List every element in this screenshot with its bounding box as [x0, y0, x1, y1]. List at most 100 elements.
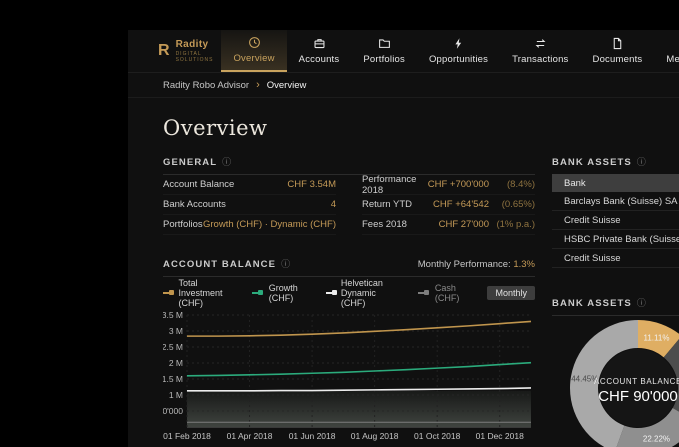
bank-assets-list-header: BANK ASSETS ⓘ	[552, 155, 679, 169]
breadcrumb: Radity Robo Advisor › Overview	[128, 73, 679, 98]
briefcase-icon	[313, 37, 326, 50]
nav-item-accounts[interactable]: Accounts	[287, 30, 352, 72]
svg-text:3.5 M: 3.5 M	[163, 310, 183, 320]
brand-name: Radity	[175, 39, 209, 50]
bank-assets-donut-chart[interactable]: 11.11% 22.22% 44.45% ACCOUNT BALANCE CHF 90'…	[538, 288, 679, 447]
legend-label: Cash (CHF)	[434, 283, 460, 303]
general-row-label: Bank Accounts	[163, 199, 226, 210]
legend-item[interactable]: Helvetican Dynamic (CHF)	[326, 278, 396, 308]
general-title: GENERAL	[163, 156, 218, 168]
info-icon[interactable]: ⓘ	[636, 156, 646, 167]
general-row-value: 4	[330, 199, 336, 210]
legend-marker-icon	[417, 290, 429, 295]
svg-text:22.22%: 22.22%	[643, 435, 670, 444]
nav-items: Overview Accounts Portfolios Opportunities T…	[221, 30, 679, 72]
nav-item-messages[interactable]: Messages	[654, 30, 679, 72]
clock-icon	[248, 36, 261, 49]
breadcrumb-current: Overview	[266, 79, 307, 91]
legend-item[interactable]: Cash (CHF)	[417, 283, 466, 303]
svg-text:01 Apr 2018: 01 Apr 2018	[227, 431, 273, 441]
nav-item-label: Messages	[666, 54, 679, 65]
bank-assets-table: Bank Barclays Bank (Suisse) SA Credit Sui…	[552, 174, 679, 268]
nav-item-label: Opportunities	[428, 54, 489, 65]
bank-list-item[interactable]: Credit Suisse	[552, 211, 679, 230]
nav-item-label: Transactions	[512, 54, 569, 65]
svg-text:1.5 M: 1.5 M	[163, 374, 183, 384]
general-row: Account Balance CHF 3.54M	[163, 175, 336, 195]
legend-marker-icon	[326, 290, 337, 295]
top-navigation: R Radity DIGITAL SOLUTIONS Overview Accou…	[128, 30, 679, 73]
legend-item[interactable]: Growth (CHF)	[252, 283, 304, 303]
general-row-value: CHF +64'542	[433, 199, 489, 210]
info-icon[interactable]: ⓘ	[281, 258, 291, 269]
file-icon	[611, 37, 624, 50]
general-row-value: CHF +700'000	[427, 179, 489, 190]
legend-label: Helvetican Dynamic (CHF)	[340, 278, 383, 308]
sidebar-column: BANK ASSETS ⓘ Bank Barclays Bank (Suisse…	[552, 155, 679, 447]
nav-item-label: Accounts	[298, 54, 340, 65]
breadcrumb-root[interactable]: Radity Robo Advisor	[163, 79, 250, 91]
svg-text:01 Jun 2018: 01 Jun 2018	[289, 431, 336, 441]
nav-item-overview[interactable]: Overview	[221, 30, 287, 72]
bank-list-item[interactable]: Barclays Bank (Suisse) SA	[552, 192, 679, 211]
monthly-performance: Monthly Performance: 1.3%	[417, 258, 535, 270]
svg-text:11.11%: 11.11%	[643, 333, 669, 342]
brand-tagline: DIGITAL SOLUTIONS	[175, 51, 214, 63]
bank-assets-chart-header: BANK ASSETS ⓘ	[552, 296, 679, 310]
bank-list-item[interactable]: HSBC Private Bank (Suisse) SA	[552, 230, 679, 249]
general-row: Bank Accounts 4	[163, 195, 336, 215]
info-icon[interactable]: ⓘ	[636, 297, 646, 308]
bolt-icon	[452, 37, 465, 50]
bank-column-header[interactable]: Bank	[552, 174, 679, 192]
general-row-label: Performance 2018	[362, 173, 417, 196]
legend-item[interactable]: Total Investment (CHF)	[163, 278, 230, 308]
nav-item-transactions[interactable]: Transactions	[500, 30, 580, 72]
info-icon[interactable]: ⓘ	[222, 156, 232, 167]
svg-text:3 M: 3 M	[169, 326, 183, 336]
general-row-label: Portfolios	[163, 219, 203, 230]
general-row-label: Fees 2018	[362, 219, 407, 230]
svg-text:01 Feb 2018: 01 Feb 2018	[163, 431, 211, 441]
svg-text:01 Oct 2018: 01 Oct 2018	[414, 431, 461, 441]
main-column: GENERAL ⓘ Account Balance CHF 3.54M Bank A…	[153, 155, 535, 447]
monthly-performance-value: 1.3%	[513, 258, 535, 270]
svg-text:500'000: 500'000	[163, 406, 183, 416]
svg-text:1 M: 1 M	[169, 390, 183, 400]
nav-item-label: Portfolios	[363, 54, 405, 65]
svg-text:44.45%: 44.45%	[571, 375, 598, 384]
bank-assets-title: BANK ASSETS	[552, 156, 632, 168]
general-left-column: Account Balance CHF 3.54M Bank Accounts 4 Po…	[163, 175, 336, 235]
account-balance-chart[interactable]: 3.5 M 3 M 2.5 M 2 M 1.5 M 1 M 500'000 01 Feb 20…	[153, 307, 535, 447]
app-window: R Radity DIGITAL SOLUTIONS Overview Accou…	[128, 30, 679, 447]
general-row-label: Account Balance	[163, 179, 235, 190]
range-monthly-button[interactable]: Monthly	[487, 286, 535, 300]
nav-item-opportunities[interactable]: Opportunities	[417, 30, 500, 72]
nav-item-label: Documents	[592, 54, 643, 65]
general-row-percent: (1% p.a.)	[496, 219, 535, 230]
legend-marker-icon	[252, 290, 263, 295]
radity-logo-icon: R	[158, 42, 170, 59]
general-row: Portfolios Growth (CHF) · Dynamic (CHF)	[163, 215, 336, 235]
chevron-right-icon: ›	[256, 78, 260, 91]
nav-item-documents[interactable]: Documents	[581, 30, 655, 72]
general-row-label: Return YTD	[362, 199, 412, 210]
nav-item-portfolios[interactable]: Portfolios	[351, 30, 417, 72]
divider	[163, 174, 535, 175]
general-row-percent: (0.65%)	[501, 199, 535, 210]
general-row-value: CHF 27'000	[438, 219, 489, 230]
divider	[552, 315, 679, 316]
bank-assets-title: BANK ASSETS	[552, 297, 632, 309]
general-row-value: Growth (CHF) · Dynamic (CHF)	[203, 219, 336, 230]
page-title: Overview	[163, 116, 268, 140]
general-right-column: Performance 2018 CHF +700'000 (8.4%) Return…	[362, 173, 535, 235]
legend-label: Growth (CHF)	[268, 283, 298, 303]
svg-text:01 Dec 2018: 01 Dec 2018	[476, 431, 524, 441]
account-balance-section-header: ACCOUNT BALANCE ⓘ Monthly Performance: 1…	[163, 257, 535, 271]
general-row-value: CHF 3.54M	[287, 179, 336, 190]
general-row-percent: (8.4%)	[507, 179, 535, 190]
brand-logo[interactable]: R Radity DIGITAL SOLUTIONS	[128, 30, 213, 72]
bank-list-item[interactable]: Credit Suisse	[552, 249, 679, 268]
svg-text:2 M: 2 M	[169, 358, 183, 368]
swap-icon	[534, 37, 547, 50]
folder-icon	[378, 37, 391, 50]
